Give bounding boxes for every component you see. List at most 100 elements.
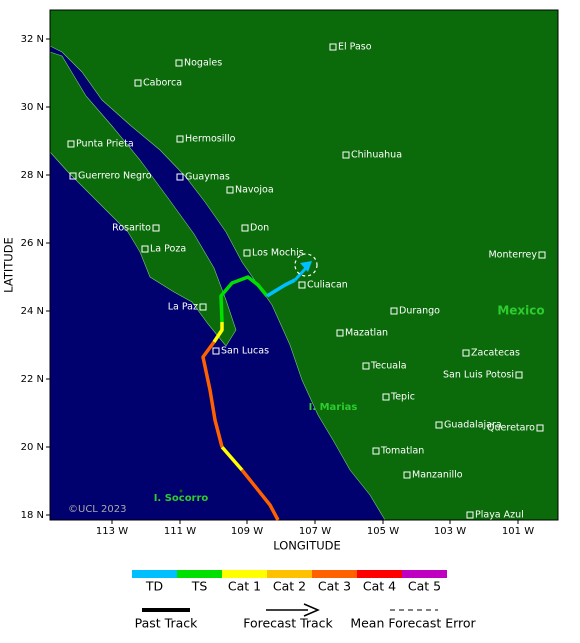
city-label: Navojoa xyxy=(235,185,274,196)
city-marker xyxy=(212,347,220,355)
y-axis-label: LATITUDE xyxy=(2,237,16,293)
city-marker xyxy=(342,151,350,159)
city-marker xyxy=(403,471,411,479)
legend-label: Cat 4 xyxy=(363,579,396,594)
legend-label: Cat 5 xyxy=(408,579,441,594)
city-label: Nogales xyxy=(184,58,222,69)
city-marker xyxy=(538,251,546,259)
city-label: Manzanillo xyxy=(412,470,463,481)
city-label: Guerrero Negro xyxy=(78,171,152,182)
city-marker xyxy=(152,224,160,232)
city-marker xyxy=(243,249,251,257)
storm-track xyxy=(201,266,308,521)
city-marker xyxy=(466,511,474,519)
city-marker xyxy=(69,172,77,180)
x-tick-label: 109 W xyxy=(231,526,263,537)
legend-swatch xyxy=(357,570,402,578)
x-tick-label: 101 W xyxy=(502,526,534,537)
city-label: Chihuahua xyxy=(351,150,402,161)
forecast-arrow xyxy=(300,261,312,272)
y-tick-label: 24 N xyxy=(21,306,44,317)
city-label: Tepic xyxy=(390,392,415,403)
city-label: Rosarito xyxy=(112,223,151,234)
city-marker xyxy=(226,186,234,194)
legend-line-label: Forecast Track xyxy=(243,616,333,631)
city-marker xyxy=(382,393,390,401)
island-label: I. Marias xyxy=(309,402,358,413)
city-label: Punta Prieta xyxy=(76,139,134,150)
legend-swatch xyxy=(402,570,447,578)
city-label: Mazatlan xyxy=(345,328,388,339)
city-label: Guadalajara xyxy=(444,420,502,431)
city-label: El Paso xyxy=(338,42,372,53)
city-marker xyxy=(199,303,207,311)
city-label: San Lucas xyxy=(221,346,269,357)
city-marker xyxy=(435,421,443,429)
city-label: Hermosillo xyxy=(185,134,236,145)
legend-line-label: Mean Forecast Error xyxy=(350,616,476,631)
city-marker xyxy=(175,59,183,67)
city-marker xyxy=(390,307,398,315)
legend-label: TS xyxy=(191,579,208,594)
city-marker xyxy=(329,43,337,51)
city-label: Tomatlan xyxy=(380,446,424,457)
map-frame xyxy=(49,9,559,521)
country-label: Mexico xyxy=(497,304,544,318)
x-tick-label: 107 W xyxy=(299,526,331,537)
x-tick-label: 103 W xyxy=(434,526,466,537)
y-tick-label: 28 N xyxy=(21,170,44,181)
legend-line-label: Past Track xyxy=(135,616,198,631)
city-label: Guaymas xyxy=(185,172,230,183)
legend-swatch xyxy=(222,570,267,578)
legend-swatch xyxy=(177,570,222,578)
y-tick-label: 26 N xyxy=(21,238,44,249)
legend-label: Cat 3 xyxy=(318,579,351,594)
x-tick-label: 111 W xyxy=(164,526,196,537)
y-tick-label: 20 N xyxy=(21,442,44,453)
forecast-error-circle xyxy=(294,253,318,277)
city-marker xyxy=(336,329,344,337)
y-tick-label: 30 N xyxy=(21,102,44,113)
y-tick-label: 18 N xyxy=(21,510,44,521)
city-marker xyxy=(67,140,75,148)
city-label: Los Mochis xyxy=(252,248,304,259)
city-marker xyxy=(462,349,470,357)
city-label: Caborca xyxy=(143,78,182,89)
x-tick-label: 105 W xyxy=(367,526,399,537)
city-marker xyxy=(372,447,380,455)
city-label: La Paz xyxy=(168,302,198,313)
city-label: Zacatecas xyxy=(471,348,520,359)
y-tick-label: 32 N xyxy=(21,34,44,45)
city-marker xyxy=(176,135,184,143)
legend-label: Cat 1 xyxy=(228,579,261,594)
legend-swatch xyxy=(132,570,177,578)
forecast-arrow-swatch xyxy=(303,603,320,617)
city-label: Monterrey xyxy=(488,250,537,261)
city-label: Don xyxy=(250,223,269,234)
city-label: Culiacan xyxy=(307,280,348,291)
city-label: Tecuala xyxy=(370,361,407,372)
city-marker xyxy=(134,79,142,87)
credit: ©UCL 2023 xyxy=(68,504,127,515)
city-label: Durango xyxy=(399,306,440,317)
city-label: Playa Azul xyxy=(475,510,524,521)
city-marker xyxy=(298,281,306,289)
legend-label: TD xyxy=(145,579,163,594)
city-marker xyxy=(362,362,370,370)
legend-swatch xyxy=(267,570,312,578)
x-axis-label: LONGITUDE xyxy=(273,539,341,553)
city-marker xyxy=(536,424,544,432)
y-tick-label: 22 N xyxy=(21,374,44,385)
island xyxy=(179,489,183,493)
city-label: La Poza xyxy=(150,244,186,255)
city-label: Queretaro xyxy=(487,423,535,434)
island xyxy=(327,391,333,397)
city-marker xyxy=(141,245,149,253)
city-label: San Luis Potosi xyxy=(443,370,514,381)
city-marker xyxy=(241,224,249,232)
city-marker xyxy=(515,371,523,379)
legend-label: Cat 2 xyxy=(273,579,306,594)
island-label: I. Socorro xyxy=(154,493,209,504)
legend-swatch xyxy=(312,570,357,578)
